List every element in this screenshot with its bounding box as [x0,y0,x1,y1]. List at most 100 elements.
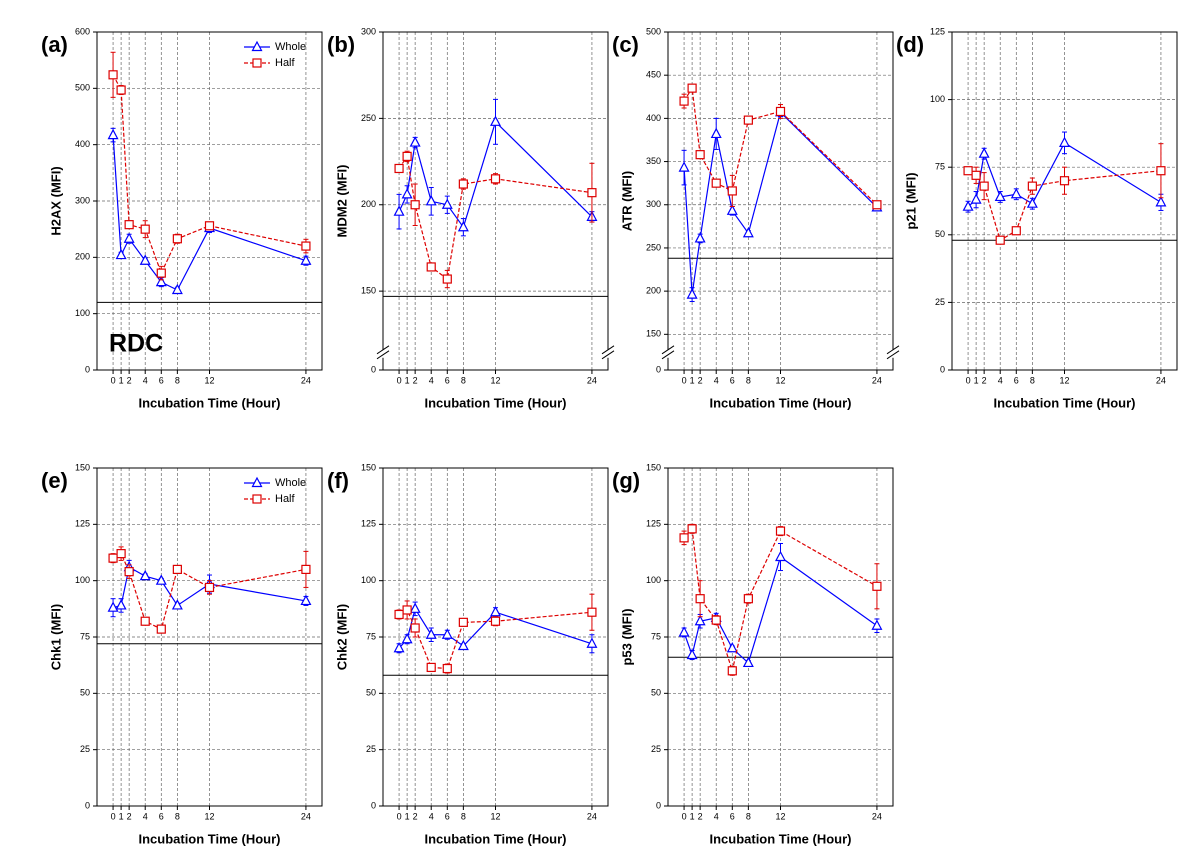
marker [695,594,705,604]
marker [978,147,990,158]
marker [1011,226,1021,236]
x-tick-label: 6 [159,375,164,385]
marker [743,594,753,604]
x-tick-label: 8 [1030,375,1035,385]
marker [678,626,690,637]
marker [775,106,786,117]
y-tick-label: 0 [371,800,376,810]
marker [1156,166,1166,176]
x-tick-label: 8 [175,375,180,385]
y-tick-label: 25 [80,744,90,754]
x-tick-label: 1 [690,375,695,385]
x-axis-label: Incubation Time (Hour) [709,831,851,846]
series-line [398,154,593,281]
x-tick-label: 8 [746,375,751,385]
y-axis-label: p21 (MFI) [903,172,918,229]
marker [140,224,150,234]
y-tick-label: 0 [656,800,661,810]
x-tick-label: 0 [966,375,971,385]
x-tick-label: 8 [175,811,180,821]
marker [301,564,311,575]
y-tick-label: 400 [646,113,661,123]
panel-label: (d) [896,32,924,57]
plot-frame [951,31,1178,371]
y-tick-label: 0 [940,364,945,374]
panel: 0 1 2 4 6 8 12 240255075100125150WholeHalf(e)In… [41,462,323,846]
axis-break [661,350,675,360]
axis-break [886,350,900,360]
x-tick-label: 1 [405,375,410,385]
x-tick-label: 2 [698,811,703,821]
x-tick-label: 6 [159,811,164,821]
y-tick-label: 150 [646,462,661,472]
legend-label: Half [275,493,296,505]
y-tick-label: 50 [80,688,90,698]
y-axis-label: H2AX (MFI) [48,166,63,235]
panel-label: (c) [612,32,639,57]
marker [490,616,501,626]
x-tick-label: 12 [1059,375,1069,385]
marker [679,96,689,106]
x-tick-label: 4 [714,375,719,385]
y-tick-label: 500 [646,26,661,36]
panel-label: (f) [327,468,349,493]
marker [687,524,697,534]
x-tick-label: 12 [490,375,500,385]
x-axis-label: Incubation Time (Hour) [424,395,566,410]
marker [871,619,883,630]
marker [458,179,468,189]
y-tick-label: 75 [935,162,945,172]
marker [300,594,312,606]
y-tick-label: 300 [361,26,376,36]
plot-frame [382,467,609,807]
marker [1155,196,1167,207]
series-line [398,607,593,649]
plot-frame [96,467,323,807]
marker [441,198,453,209]
x-tick-label: 24 [1156,375,1166,385]
x-tick-label: 12 [775,375,785,385]
marker [686,288,698,299]
plot-frame [382,31,609,371]
marker [587,607,597,617]
marker [425,195,437,206]
y-axis-label: MDM2 (MFI) [334,165,349,238]
marker [252,58,262,68]
y-tick-label: 75 [651,631,661,641]
y-tick-label: 100 [361,575,376,585]
y-tick-label: 125 [361,519,376,529]
marker [300,254,312,265]
x-tick-label: 24 [587,375,597,385]
y-tick-label: 300 [646,199,661,209]
marker [442,663,452,674]
marker [155,275,167,287]
marker [401,632,413,644]
x-tick-label: 8 [461,811,466,821]
y-tick-label: 100 [646,575,661,585]
marker [172,234,182,244]
x-tick-label: 6 [730,375,735,385]
marker [394,609,404,620]
marker [743,115,753,125]
x-tick-label: 6 [1014,375,1019,385]
x-tick-label: 4 [998,375,1003,385]
marker [963,166,973,176]
marker [775,550,786,562]
y-tick-label: 450 [646,70,661,80]
y-tick-label: 350 [646,156,661,166]
marker [458,617,468,627]
marker [872,200,882,210]
x-tick-label: 4 [143,375,148,385]
x-tick-label: 0 [397,811,402,821]
x-tick-label: 12 [204,811,214,821]
x-tick-label: 24 [301,375,311,385]
y-tick-label: 75 [80,631,90,641]
marker [251,476,263,488]
marker [441,628,453,639]
axis-break [601,350,615,360]
plot-frame [96,31,323,371]
marker [678,161,690,172]
marker [679,533,689,543]
